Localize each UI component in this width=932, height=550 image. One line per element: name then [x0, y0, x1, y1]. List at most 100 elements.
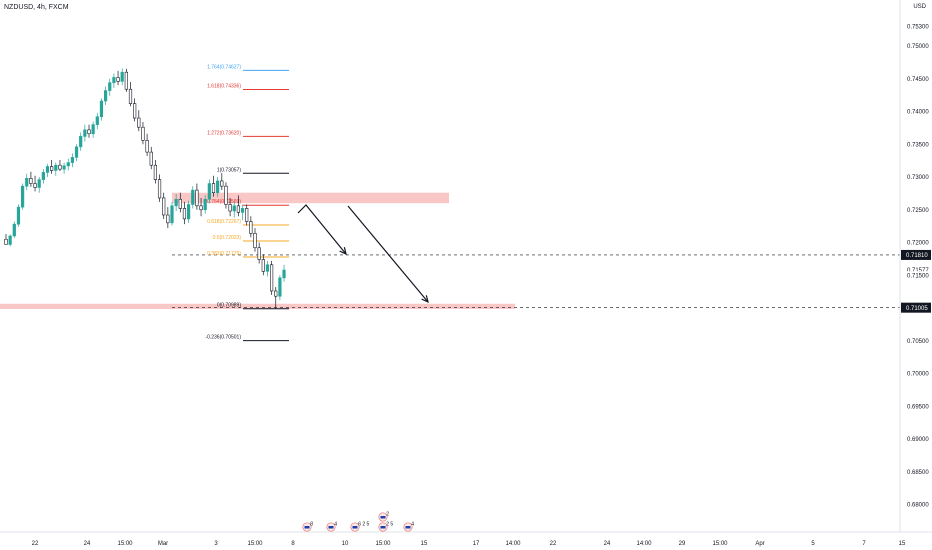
candle: [278, 275, 282, 301]
economic-event-badge[interactable]: 4: [403, 522, 414, 532]
candle: [116, 70, 120, 86]
time-tick-label: 14:00: [505, 541, 521, 547]
candle: [249, 216, 253, 238]
zones-layer: [0, 192, 515, 309]
fib-level-label: 1.764(0.74627): [207, 64, 241, 70]
time-tick-label: 15:00: [712, 541, 728, 547]
event-count: 4: [411, 522, 414, 528]
short-arrow[interactable]: [297, 204, 347, 255]
horizontal-lines-layer: [172, 254, 900, 309]
candle: [257, 242, 261, 264]
time-tick-label: 22: [550, 541, 557, 547]
price-label-badge: [901, 302, 931, 313]
candle: [178, 192, 182, 213]
economic-event-badge[interactable]: 2: [378, 512, 389, 522]
time-tick-label: 17: [473, 541, 480, 547]
candle: [141, 121, 145, 145]
candle-body-up: [12, 223, 16, 237]
time-tick-label: 15: [421, 541, 428, 547]
support-zone: [0, 303, 515, 309]
candle: [170, 201, 174, 226]
event-count: 8: [310, 522, 313, 528]
candle-body-down: [220, 180, 224, 187]
candle: [83, 124, 87, 142]
price-label-text: 0.71005: [906, 306, 928, 312]
candle: [29, 171, 33, 187]
economic-event-badge[interactable]: 2 5: [378, 522, 394, 532]
candle-body-up: [187, 204, 191, 220]
candle: [174, 194, 178, 212]
time-tick-label: 24: [84, 541, 91, 547]
candle-body-up: [25, 178, 29, 187]
event-count: 4: [334, 522, 337, 528]
candle: [282, 264, 286, 282]
price-tick-label: 0.73500: [907, 142, 929, 148]
economic-events[interactable]: 8 4 6 2 5 2 5 4 2: [302, 512, 414, 532]
candle: [128, 82, 133, 107]
candle-body-down: [249, 221, 253, 234]
candle: [37, 177, 41, 193]
fibonacci-extension[interactable]: 1.764(0.74627) 1.618(0.74336) 1.272(0.7362…: [205, 64, 289, 342]
candle: [8, 234, 12, 247]
fib-level-label: 0.382(0.71779): [207, 251, 241, 257]
price-tick-label: 0.69000: [907, 437, 929, 443]
time-tick-label: 7: [862, 541, 866, 547]
arrows-layer[interactable]: [297, 204, 429, 304]
candle: [157, 174, 162, 202]
candle-body-down: [58, 164, 62, 170]
candle-body-down: [182, 208, 187, 220]
candle: [50, 159, 54, 174]
candle-body-down: [29, 178, 33, 184]
candle-body-up: [62, 165, 66, 170]
price-tick-label: 0.75000: [907, 44, 929, 50]
time-axis[interactable]: 22 24 15:00 Mar 3 15:00 8 10 15:00 15 17 14:00 22 24 1…: [32, 541, 906, 547]
candle-body-up: [66, 162, 70, 167]
candle: [112, 73, 116, 88]
candle: [162, 192, 166, 219]
candle-body-up: [282, 269, 286, 279]
candle: [120, 68, 124, 86]
price-label-text: 0.71577: [907, 268, 929, 274]
price-tick-label: 0.74000: [907, 110, 929, 116]
candle-body-down: [195, 189, 199, 207]
candles-layer: [4, 68, 286, 309]
long-arrow[interactable]: [347, 205, 429, 303]
candle: [145, 133, 149, 157]
economic-event-badge[interactable]: 8: [302, 522, 313, 532]
candle-body-up: [278, 277, 282, 297]
candle: [182, 201, 187, 225]
economic-event-badge[interactable]: 4: [326, 522, 337, 532]
candle: [12, 221, 16, 238]
candle: [70, 153, 74, 168]
long-arrow-head: [421, 295, 429, 304]
price-label-text: 0.71500: [907, 273, 929, 279]
candle-body-down: [145, 140, 149, 153]
economic-event-badge[interactable]: 6 2 5: [350, 522, 370, 532]
time-tick-label: 29: [679, 541, 686, 547]
candle-body-up: [191, 189, 195, 205]
candle: [45, 163, 50, 177]
candle: [166, 207, 170, 229]
candle-body-down: [133, 103, 137, 119]
candle-body-down: [228, 204, 232, 212]
flag-stripe: [380, 526, 386, 529]
candle: [104, 86, 108, 105]
price-tick-label: 0.72000: [907, 241, 929, 247]
candle-body-up: [16, 206, 21, 225]
price-label-badge: [901, 266, 931, 275]
candle-body-down: [137, 117, 141, 128]
candle-body-up: [170, 205, 174, 224]
candle: [79, 132, 83, 151]
time-tick-label: Apr: [755, 541, 764, 547]
candle: [199, 197, 203, 217]
candle: [153, 159, 158, 184]
candle-body-down: [4, 238, 8, 245]
time-tick-label: Mar: [158, 541, 168, 547]
price-label-badge: [901, 271, 931, 280]
candle-body-down: [141, 126, 145, 141]
candle-body-up: [104, 90, 108, 102]
candle-body-up: [45, 166, 50, 173]
candle: [232, 201, 236, 218]
event-count: 2 5: [386, 522, 393, 528]
